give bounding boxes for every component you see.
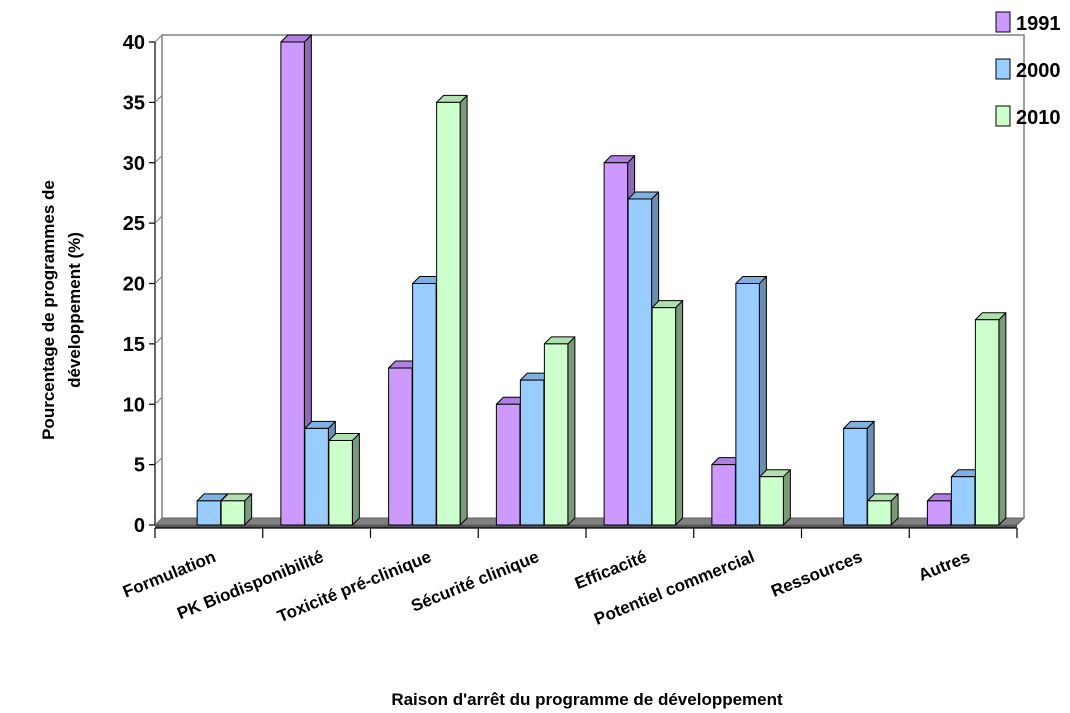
bar-2010: [328, 432, 360, 526]
legend-item-2000: 2000: [995, 58, 1061, 82]
legend-swatch: [995, 105, 1011, 127]
bar-2010: [436, 94, 468, 526]
y-depth-guide: [154, 215, 163, 224]
plot-floor: [153, 517, 1026, 528]
x-tick-label: Ressources: [768, 547, 864, 601]
bar-2010: [867, 493, 899, 526]
y-depth-guide: [154, 396, 163, 405]
y-tick-label: 5: [134, 455, 145, 477]
bar-2010: [651, 300, 684, 526]
legend-item-2010: 2010: [995, 105, 1061, 129]
y-depth-guide: [154, 457, 163, 465]
bar-2010: [759, 469, 791, 526]
bar-2010: [543, 336, 576, 526]
bar-1991: [280, 34, 312, 526]
legend-label: 1991: [1016, 13, 1061, 35]
x-axis-title: Raison d'arrêt du programme de développe…: [391, 690, 783, 709]
y-tick-label: 25: [123, 213, 145, 235]
y-tick-label: 0: [134, 515, 145, 537]
legend-label: 2010: [1016, 107, 1061, 129]
y-depth-guide: [154, 517, 163, 526]
bar-2000: [735, 276, 767, 526]
legend-label: 2000: [1016, 60, 1061, 82]
y-tick-label: 35: [123, 92, 145, 114]
bar-2010: [220, 493, 253, 526]
x-tick-label: Efficacité: [572, 547, 649, 593]
y-depth-guide: [154, 95, 163, 103]
y-tick-label: 40: [123, 32, 145, 54]
y-depth-guide: [154, 155, 163, 164]
y-depth-guide: [154, 276, 163, 284]
y-tick-label: 15: [123, 334, 145, 356]
x-tick-label: Autres: [916, 547, 973, 585]
legend-item-1991: 1991: [995, 11, 1061, 35]
y-axis-title-line-2: développement (%): [65, 232, 84, 388]
bar-2010: [974, 312, 1007, 526]
y-tick-label: 30: [123, 153, 145, 175]
legend-swatch: [995, 58, 1011, 80]
floor-edge: [155, 525, 1017, 528]
legend-swatch: [995, 11, 1011, 33]
y-depth-guide: [154, 336, 163, 345]
y-tick-label: 20: [123, 274, 145, 296]
bars-group: [196, 34, 1007, 526]
y-axis: 0 5 10 15 20 25 30 35 40: [123, 32, 163, 537]
y-axis-title-line-1: Pourcentage de programmes de: [39, 180, 58, 440]
y-depth-guide: [154, 34, 163, 43]
legend: 1991 2000 2010: [995, 11, 1061, 129]
y-tick-label: 10: [123, 394, 145, 416]
